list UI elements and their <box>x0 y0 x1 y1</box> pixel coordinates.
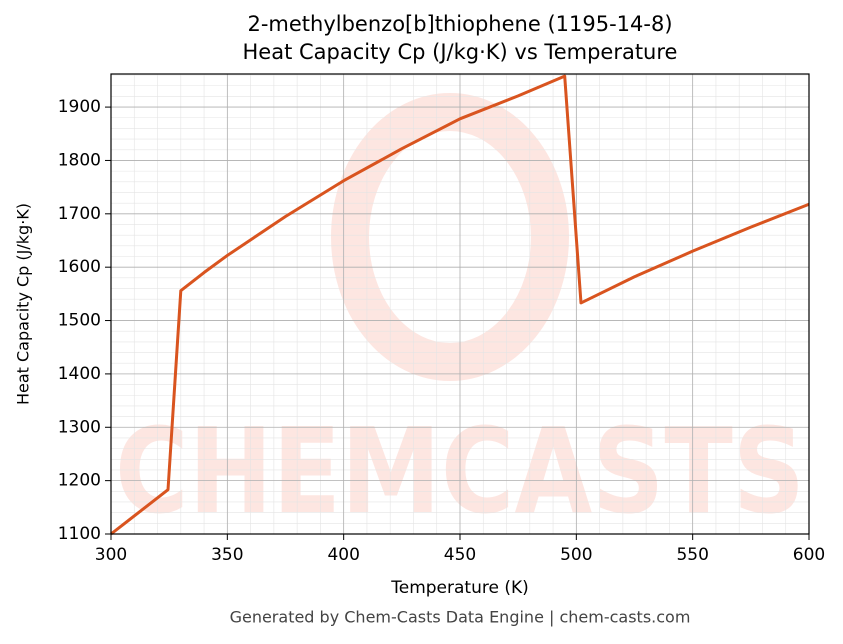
footer: Generated by Chem-Casts Data Engine | ch… <box>230 608 691 627</box>
x-tick-label: 500 <box>560 545 592 565</box>
y-tick-label: 1600 <box>58 257 101 277</box>
x-tick-label: 600 <box>793 545 825 565</box>
chart-title: 2-methylbenzo[b]thiophene (1195-14-8) <box>247 12 672 36</box>
y-tick-label: 1700 <box>58 204 101 224</box>
x-tick-label: 350 <box>211 545 243 565</box>
y-tick-label: 1500 <box>58 311 101 331</box>
x-tick-label: 550 <box>676 545 708 565</box>
x-tick-label: 450 <box>444 545 476 565</box>
x-tick-label: 400 <box>327 545 359 565</box>
plot-frame <box>110 73 810 535</box>
watermark-logo <box>331 93 569 381</box>
chart-subtitle: Heat Capacity Cp (J/kg·K) vs Temperature <box>243 40 678 64</box>
y-tick-label: 1800 <box>58 150 101 170</box>
data-line <box>110 74 810 536</box>
y-tick-label: 1100 <box>58 524 101 544</box>
x-axis-label: Temperature (K) <box>390 578 529 598</box>
y-axis-label: Heat Capacity Cp (J/kg·K) <box>14 203 33 405</box>
x-tick-label: 300 <box>95 545 127 565</box>
y-tick-label: 1900 <box>58 97 101 117</box>
y-tick-label: 1400 <box>58 364 101 384</box>
y-tick-label: 1200 <box>58 471 101 491</box>
y-tick-label: 1300 <box>58 417 101 437</box>
